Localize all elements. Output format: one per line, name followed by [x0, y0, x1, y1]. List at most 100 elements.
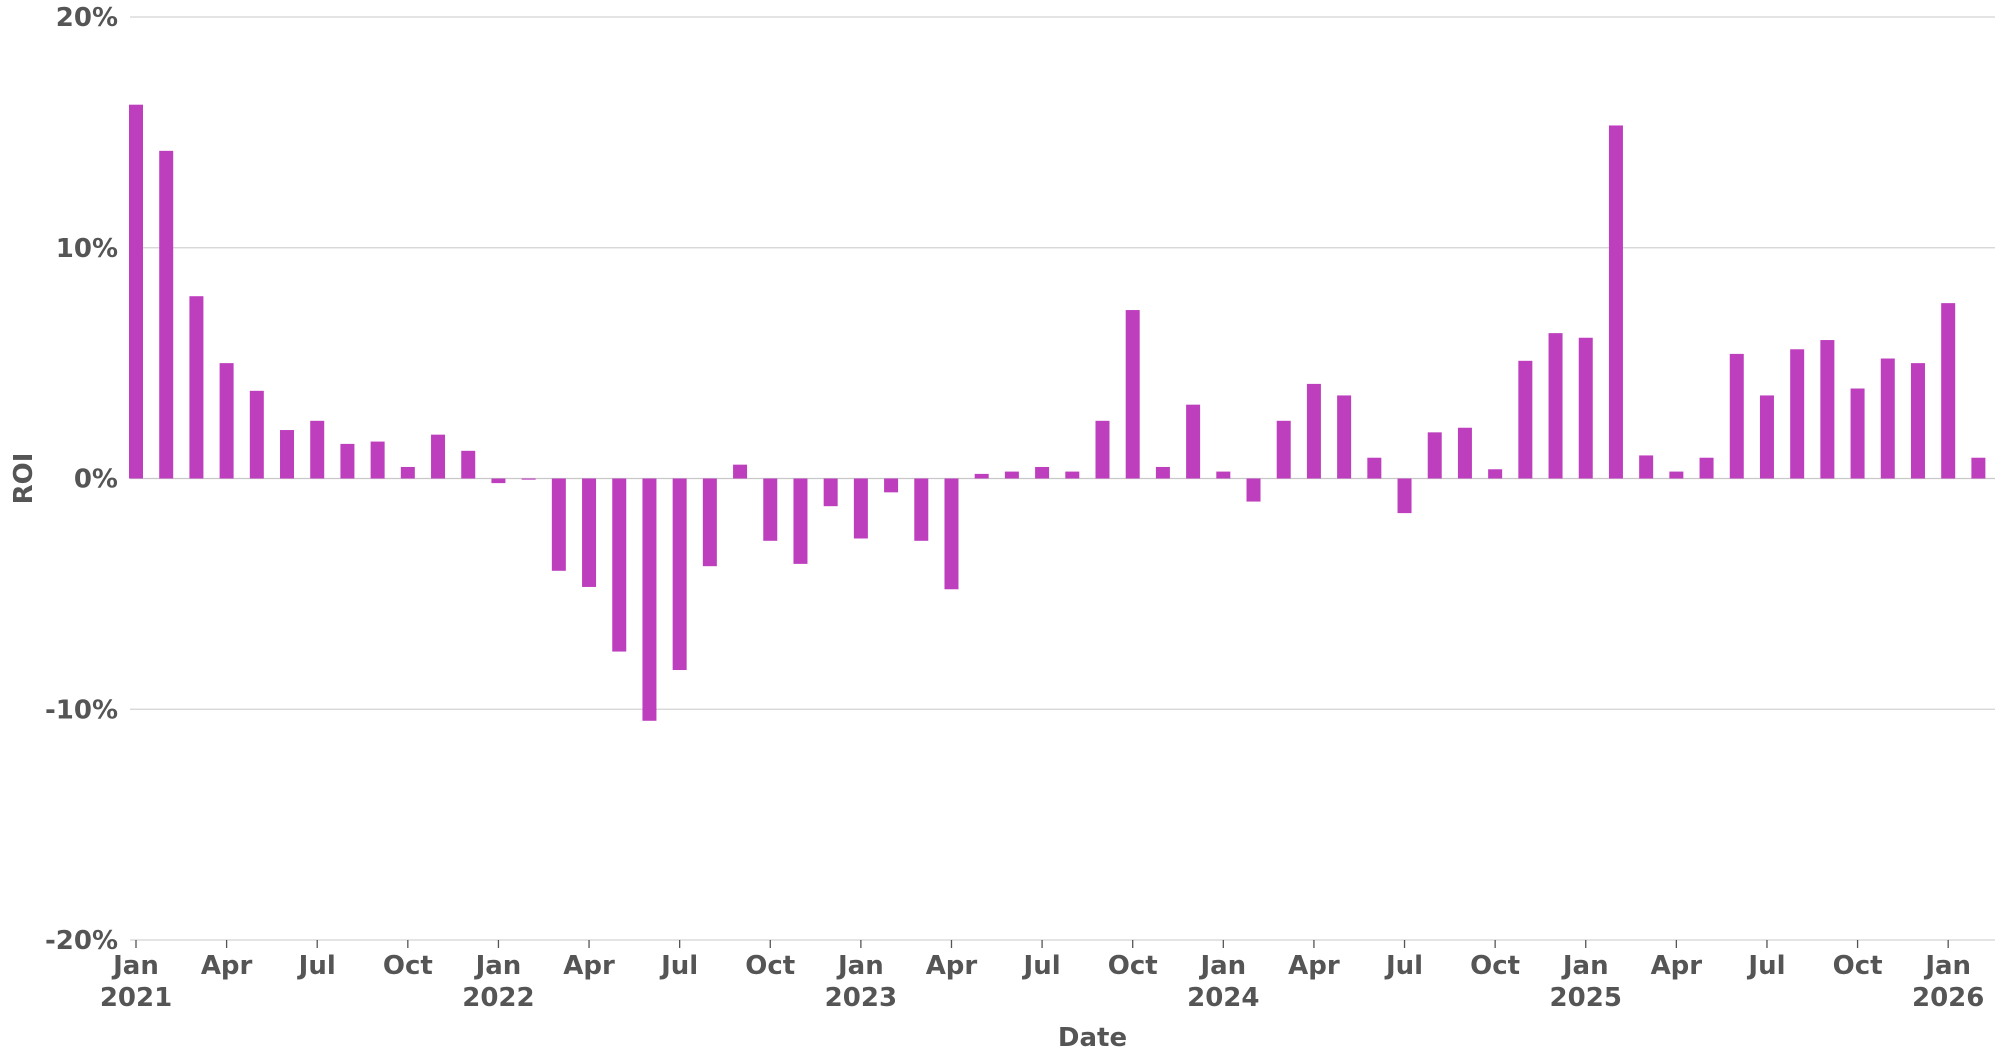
- x-tick-label: Oct: [745, 951, 795, 981]
- bar: [1065, 471, 1080, 479]
- bar: [1578, 337, 1593, 479]
- bar: [1880, 358, 1895, 479]
- bar: [884, 478, 899, 493]
- x-tick-label: Jan: [836, 951, 884, 981]
- bar: [280, 430, 295, 479]
- bar: [1246, 478, 1261, 502]
- bar: [1004, 471, 1019, 479]
- bar: [1971, 457, 1986, 479]
- bar: [1186, 404, 1201, 479]
- bar: [793, 478, 808, 564]
- bar: [1125, 310, 1140, 479]
- bar: [1790, 349, 1805, 479]
- bar: [1608, 125, 1623, 479]
- bar: [370, 441, 385, 479]
- bar: [672, 478, 687, 671]
- bar: [189, 296, 204, 479]
- x-tick-label: Apr: [563, 951, 615, 981]
- x-tick-label: Oct: [1833, 951, 1883, 981]
- x-tick-label: Jan: [111, 951, 159, 981]
- x-tick-label: Oct: [1470, 951, 1520, 981]
- bar: [310, 420, 325, 479]
- bar: [582, 478, 597, 587]
- y-tick-label: 0%: [74, 465, 118, 495]
- bar: [702, 478, 717, 567]
- x-tick-year-label: 2022: [462, 983, 534, 1013]
- bar: [219, 363, 234, 479]
- x-tick-label: Jul: [659, 951, 698, 981]
- x-tick-label: Jul: [1384, 951, 1423, 981]
- bar: [1820, 340, 1835, 479]
- x-tick-label: Apr: [1651, 951, 1703, 981]
- x-tick-label: Oct: [1108, 951, 1158, 981]
- bar: [1639, 455, 1654, 479]
- x-tick-year-label: 2021: [100, 983, 172, 1013]
- bar: [1276, 420, 1291, 479]
- bar: [1910, 363, 1925, 479]
- x-tick-label: Jan: [1198, 951, 1246, 981]
- bar: [1216, 471, 1231, 479]
- bar: [400, 466, 415, 479]
- x-tick-label: Jan: [1923, 951, 1971, 981]
- bar: [823, 478, 838, 507]
- x-tick-year-label: 2023: [825, 983, 897, 1013]
- x-axis-title: Date: [1058, 1023, 1127, 1053]
- bar: [1488, 469, 1503, 479]
- bar: [129, 104, 143, 479]
- x-tick-label: Jan: [1561, 951, 1609, 981]
- bars: [129, 104, 1986, 721]
- bar: [461, 450, 476, 479]
- bar: [612, 478, 627, 652]
- bar: [1759, 395, 1774, 479]
- bar: [1941, 303, 1956, 479]
- bar: [431, 434, 446, 479]
- bar: [249, 390, 264, 479]
- x-tick-label: Apr: [1288, 951, 1340, 981]
- bar: [1035, 466, 1050, 479]
- x-tick-year-label: 2025: [1550, 983, 1622, 1013]
- x-tick-label: Jul: [1746, 951, 1785, 981]
- bar: [1337, 395, 1352, 479]
- bar: [159, 150, 174, 479]
- bar: [1729, 353, 1744, 479]
- bar: [1850, 388, 1865, 479]
- bar: [944, 478, 959, 590]
- y-tick-label: -10%: [45, 695, 118, 725]
- y-tick-label: 10%: [56, 234, 118, 264]
- bar: [1548, 333, 1563, 479]
- bar: [1367, 457, 1382, 479]
- bar: [1427, 432, 1442, 479]
- bar: [853, 478, 868, 539]
- bar: [491, 478, 506, 484]
- bar: [551, 478, 566, 571]
- bar: [1397, 478, 1412, 514]
- x-tick-year-label: 2026: [1912, 983, 1984, 1013]
- bar: [1095, 420, 1110, 479]
- y-axis-title: ROI: [9, 453, 39, 505]
- bar: [914, 478, 929, 541]
- bar: [340, 443, 355, 479]
- bar: [1306, 383, 1321, 479]
- x-tick-year-label: 2024: [1187, 983, 1259, 1013]
- bar: [974, 473, 989, 479]
- bar: [521, 478, 536, 480]
- y-tick-label: 20%: [56, 3, 118, 33]
- bar: [1457, 427, 1472, 479]
- x-tick-label: Apr: [926, 951, 978, 981]
- x-tick-label: Jul: [297, 951, 336, 981]
- bar: [763, 478, 778, 541]
- bar: [1699, 457, 1714, 479]
- y-tick-label: -20%: [45, 926, 118, 956]
- x-tick-label: Oct: [383, 951, 433, 981]
- bar: [642, 478, 657, 721]
- bar: [1669, 471, 1684, 479]
- x-tick-label: Apr: [201, 951, 253, 981]
- x-tick-label: Jan: [474, 951, 522, 981]
- bar: [1155, 466, 1170, 479]
- bar: [1518, 360, 1533, 479]
- bar: [733, 464, 748, 479]
- x-tick-label: Jul: [1022, 951, 1061, 981]
